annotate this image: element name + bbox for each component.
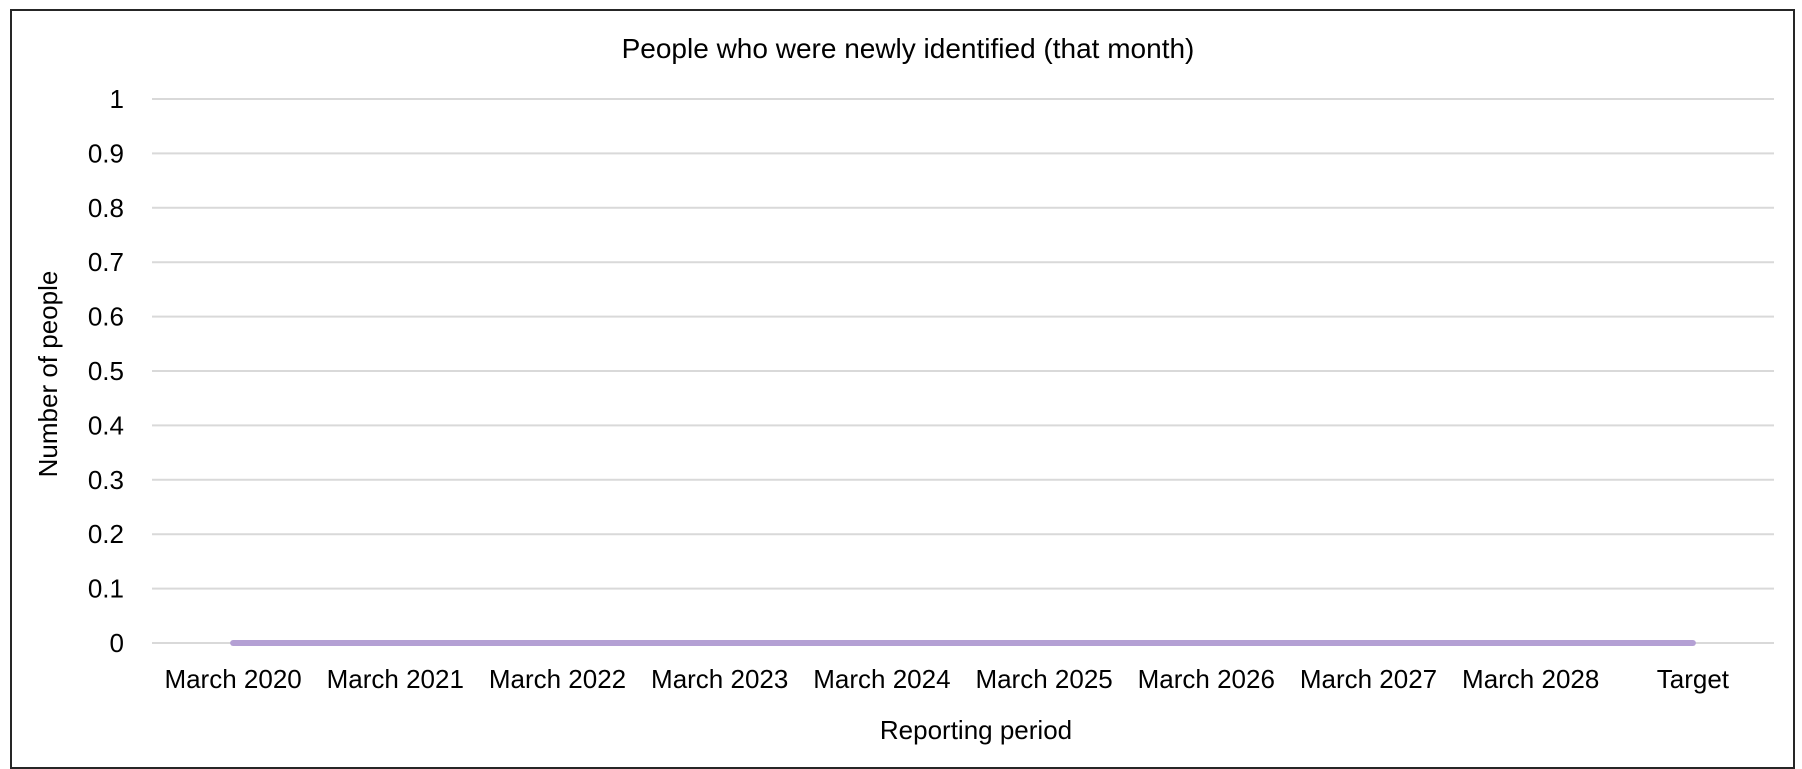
series-point — [1528, 641, 1533, 645]
chart-title: People who were newly identified (that m… — [622, 33, 1195, 64]
x-axis-title: Reporting period — [880, 715, 1072, 745]
y-tick-label: 0.8 — [88, 193, 124, 223]
y-tick-label: 1 — [110, 84, 124, 114]
series-point — [717, 641, 722, 645]
series-point — [231, 641, 236, 645]
series-lines — [230, 640, 1696, 646]
series-point — [879, 641, 884, 645]
series-point — [1042, 641, 1047, 645]
series-point — [1690, 641, 1695, 645]
x-tick-label: March 2025 — [975, 664, 1112, 694]
y-tick-label: 0 — [110, 628, 124, 658]
y-tick-label: 0.3 — [88, 465, 124, 495]
y-tick-label: 0.5 — [88, 356, 124, 386]
x-tick-label: March 2020 — [164, 664, 301, 694]
series-point — [555, 641, 560, 645]
y-tick-label: 0.1 — [88, 574, 124, 604]
x-axis-tick-labels: March 2020 March 2021 March 2022 March 2023… — [164, 664, 1729, 694]
x-tick-label: March 2024 — [813, 664, 950, 694]
gridlines — [152, 98, 1774, 644]
y-axis-title: Number of people — [33, 271, 63, 478]
y-tick-label: 0.6 — [88, 302, 124, 332]
x-tick-label: March 2022 — [489, 664, 626, 694]
y-tick-label: 0.4 — [88, 410, 124, 440]
x-tick-label: Target — [1657, 664, 1730, 694]
y-tick-label: 0.9 — [88, 138, 124, 168]
series-point — [1366, 641, 1371, 645]
series-point — [393, 641, 398, 645]
y-axis-tick-labels: 0 0.1 0.2 0.3 0.4 0.5 0.6 0.7 0.8 0.9 1 — [88, 84, 124, 658]
x-tick-label: March 2027 — [1300, 664, 1437, 694]
x-tick-label: March 2026 — [1138, 664, 1275, 694]
x-tick-label: March 2028 — [1462, 664, 1599, 694]
y-tick-label: 0.2 — [88, 519, 124, 549]
x-tick-label: March 2023 — [651, 664, 788, 694]
y-tick-label: 0.7 — [88, 247, 124, 277]
x-tick-label: March 2021 — [327, 664, 464, 694]
series-point — [1204, 641, 1209, 645]
